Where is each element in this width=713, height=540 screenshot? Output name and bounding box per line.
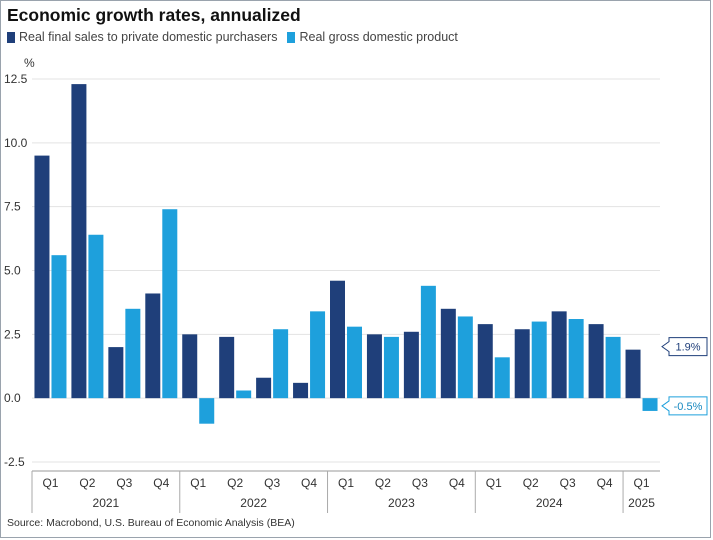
bar-gdp [236, 390, 252, 399]
bar-gdp [162, 209, 178, 399]
year-label: 2024 [536, 496, 563, 510]
x-tick-label: Q1 [634, 476, 650, 490]
x-tick-label: Q3 [116, 476, 132, 490]
legend-label-final-sales: Real final sales to private domestic pur… [19, 30, 278, 44]
callout-box [661, 337, 708, 357]
gridlines [32, 78, 660, 463]
bar-final-sales [514, 329, 530, 399]
bar-gdp [383, 336, 399, 399]
y-tick-label: -2.5 [4, 455, 25, 469]
bar-final-sales [34, 155, 50, 399]
bar-final-sales [256, 377, 272, 399]
legend-label-gdp: Real gross domestic product [299, 30, 458, 44]
bar-gdp [125, 308, 141, 399]
source-note: Source: Macrobond, U.S. Bureau of Econom… [7, 517, 295, 529]
bar-gdp [494, 357, 510, 399]
bar-final-sales [145, 293, 161, 399]
x-tick-label: Q1 [190, 476, 206, 490]
year-label: 2022 [240, 496, 267, 510]
x-tick-label: Q1 [486, 476, 502, 490]
legend-item-gdp: Real gross domestic product [287, 30, 458, 44]
bar-gdp [605, 336, 621, 399]
bar-gdp [457, 316, 473, 399]
bar-gdp [568, 319, 584, 399]
x-tick-label: Q3 [264, 476, 280, 490]
legend-swatch-gdp [287, 31, 296, 43]
bar-final-sales [366, 334, 382, 399]
callout-gdp: -0.5% [661, 396, 708, 416]
y-axis-label: % [24, 56, 35, 70]
bar-gdp [199, 398, 215, 424]
bar-gdp [273, 329, 289, 399]
y-tick-label: 2.5 [4, 327, 21, 341]
callout-box [661, 396, 708, 416]
y-tick-label: 0.0 [4, 391, 21, 405]
bar-gdp [531, 321, 547, 399]
x-tick-label: Q2 [523, 476, 539, 490]
callout-final-sales: 1.9% [661, 337, 708, 357]
x-tick-label: Q1 [338, 476, 354, 490]
bar-gdp [310, 311, 326, 399]
x-tick-label: Q4 [153, 476, 169, 490]
bar-final-sales [330, 280, 345, 399]
callout-text: 1.9% [675, 342, 700, 354]
bar-final-sales [440, 308, 456, 399]
x-tick-label: Q2 [79, 476, 95, 490]
chart-legend: Real final sales to private domestic pur… [7, 30, 468, 44]
x-tick-label: Q3 [412, 476, 428, 490]
bar-final-sales [477, 324, 493, 399]
bar-final-sales [182, 334, 198, 399]
x-tick-label: Q4 [449, 476, 465, 490]
y-tick-label: 12.5 [4, 72, 28, 86]
x-tick-label: Q2 [375, 476, 391, 490]
legend-swatch-final-sales [7, 31, 15, 43]
year-label: 2023 [388, 496, 415, 510]
bar-final-sales [108, 347, 124, 399]
bar-gdp [420, 285, 436, 399]
bar-final-sales [551, 311, 567, 399]
year-label: 2021 [93, 496, 120, 510]
axes: -2.5 0.0 2.5 5.0 7.5 10.0 12.5 Q1 Q2 Q3 Q4 Q1 Q2 Q3 Q4… [4, 72, 660, 513]
chart-title: Economic growth rates, annualized [7, 5, 301, 25]
bar-final-sales [588, 324, 604, 399]
bar-gdp [88, 234, 104, 399]
x-tick-label: Q4 [597, 476, 613, 490]
bar-final-sales [293, 382, 309, 399]
y-tick-label: 10.0 [4, 136, 28, 150]
bar-final-sales [625, 349, 641, 399]
x-tick-label: Q3 [560, 476, 576, 490]
bar-gdp [51, 255, 67, 399]
year-label: 2025 [628, 496, 655, 510]
legend-item-final-sales: Real final sales to private domestic pur… [7, 30, 277, 44]
annotations: 1.9% -0.5% [661, 337, 708, 416]
callout-text: -0.5% [674, 401, 703, 413]
bars [34, 84, 658, 424]
bar-final-sales [71, 84, 87, 399]
bar-gdp [642, 398, 658, 411]
y-tick-label: 5.0 [4, 264, 21, 278]
bar-final-sales [403, 331, 419, 399]
x-tick-label: Q4 [301, 476, 317, 490]
x-tick-label: Q1 [42, 476, 58, 490]
bar-gdp [347, 326, 362, 399]
x-tick-label: Q2 [227, 476, 243, 490]
bar-final-sales [219, 336, 235, 399]
y-tick-label: 7.5 [4, 200, 21, 214]
